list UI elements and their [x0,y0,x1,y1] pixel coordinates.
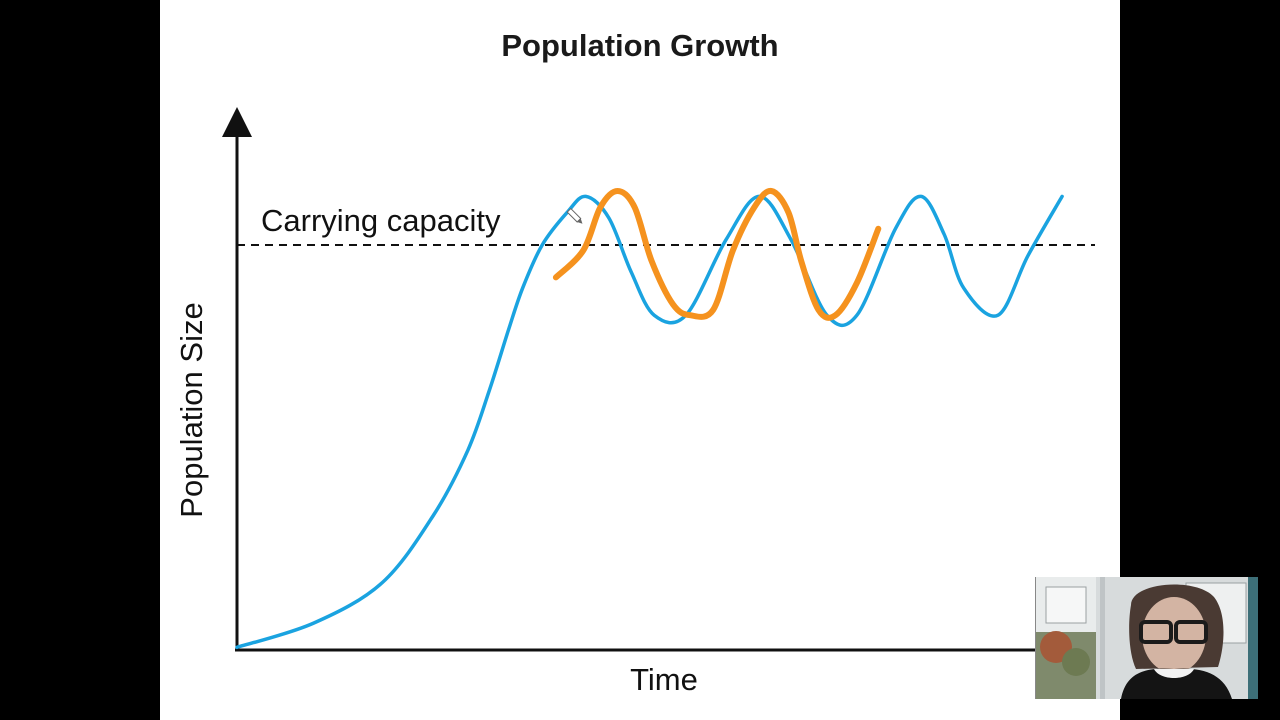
pen-cursor-body [566,207,582,223]
population-curve-line [235,194,1064,650]
annotation-drawing-line [552,187,882,321]
carrying-capacity-label: Carrying capacity [261,203,501,238]
chart [222,107,1120,652]
webcam-thumbnail [1035,577,1258,699]
y-axis-label: Population Size [174,302,209,518]
chart-title: Population Growth [501,28,779,63]
x-axis-label: Time [630,662,698,697]
webcam-presenter-icon [1036,577,1258,699]
slide: Population Growth Population Size Time C… [160,0,1120,720]
pen-cursor-icon [566,207,583,224]
